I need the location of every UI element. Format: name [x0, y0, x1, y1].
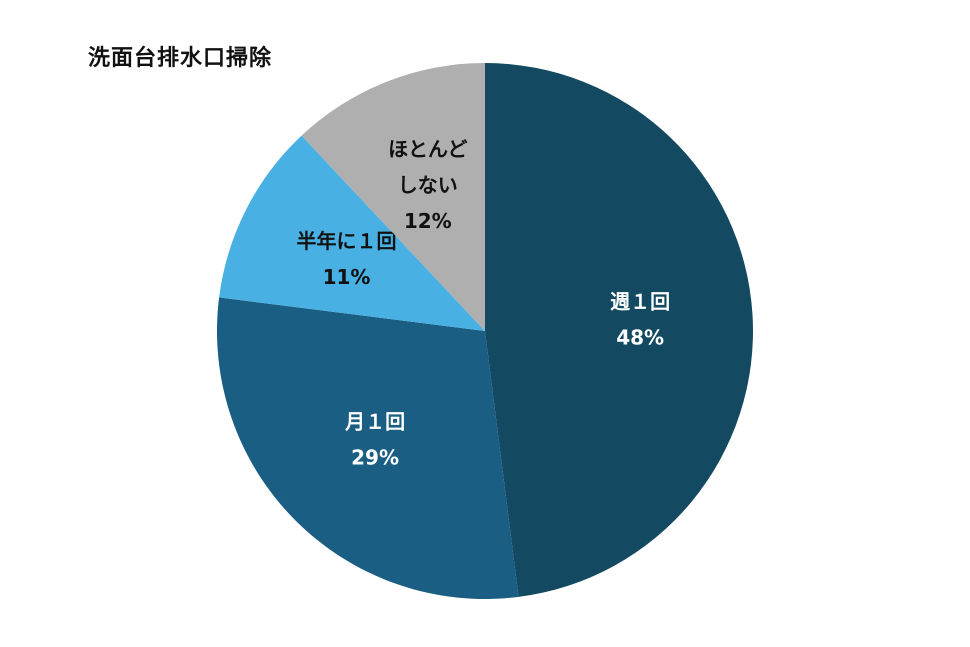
pie-value-label-0: 48%: [616, 326, 664, 350]
pie-slice-2: [219, 135, 485, 331]
chart-title: 洗面台排水口掃除: [88, 46, 273, 71]
pie-slice-0: [485, 63, 753, 597]
pie-category-label-0: 週１回: [610, 290, 670, 314]
pie-category-label-2: 半年に１回: [297, 229, 397, 253]
pie-slice-3: [301, 63, 485, 331]
pie-category-label-3: しない: [398, 173, 458, 197]
pie-category-label-3: ほとんど: [388, 137, 467, 161]
pie-value-label-3: 12%: [404, 209, 452, 233]
pie-category-label-1: 月１回: [344, 409, 405, 433]
pie-value-label-2: 11%: [323, 265, 371, 289]
pie-slice-1: [217, 297, 519, 599]
pie-value-label-1: 29%: [351, 445, 399, 469]
